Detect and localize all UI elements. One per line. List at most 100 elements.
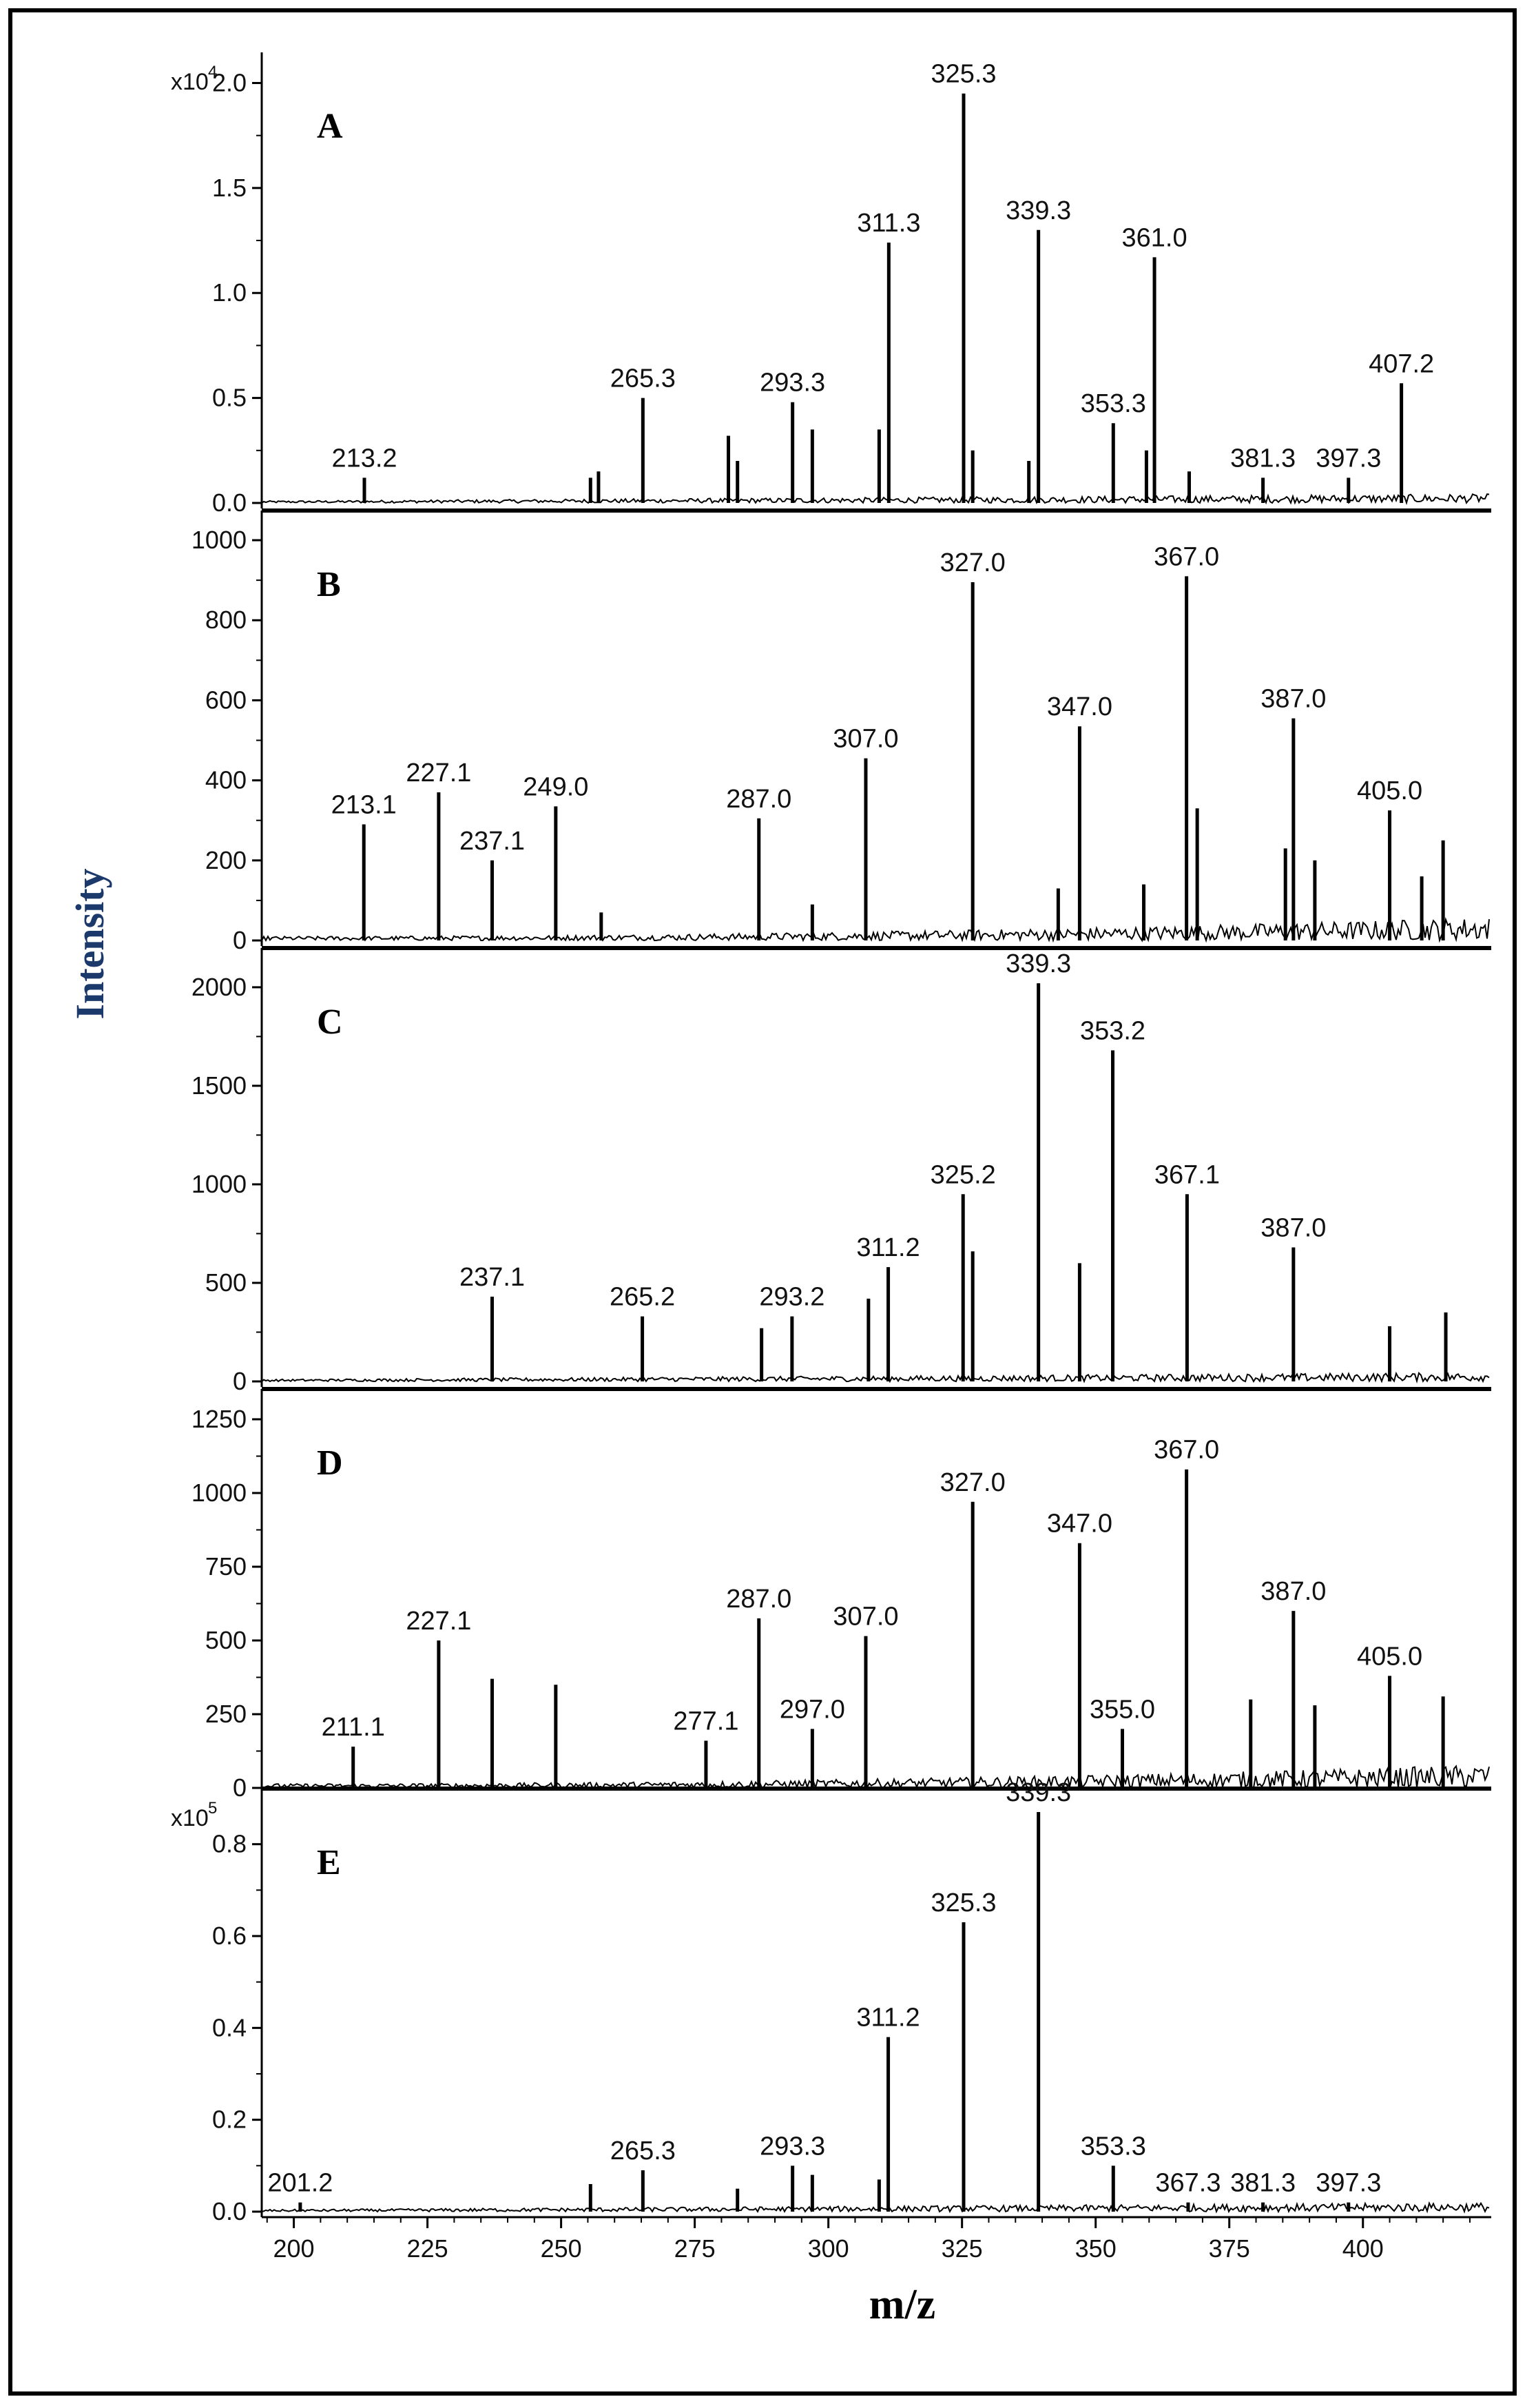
y-tick-label: 0.8 (212, 1830, 247, 1858)
peak-label: 249.0 (523, 772, 588, 801)
peak-label: 339.3 (1006, 1778, 1071, 1807)
axis-labels: Intensity m/z (68, 868, 935, 2328)
peak-label: 325.2 (931, 1160, 996, 1189)
peak-label: 387.0 (1260, 685, 1326, 714)
peak-label: 311.2 (856, 1233, 920, 1262)
x-tick-label: 400 (1342, 2234, 1384, 2263)
peak-label: 325.3 (931, 1889, 996, 1917)
peak-label: 353.2 (1080, 1016, 1145, 1045)
y-tick-label: 750 (205, 1552, 247, 1581)
peak-label: 311.2 (856, 2004, 920, 2033)
y-tick-label: 1500 (191, 1071, 247, 1100)
peak-label: 211.1 (322, 1713, 385, 1742)
peak-label: 367.0 (1154, 542, 1219, 571)
y-multiplier-exponent: 4 (208, 63, 217, 81)
peak-label: 307.0 (833, 725, 898, 754)
peak-label: 307.0 (833, 1603, 898, 1632)
y-tick-label: 0 (233, 1367, 247, 1395)
y-tick-label: 0 (233, 926, 247, 954)
x-tick-label: 200 (273, 2234, 315, 2263)
x-tick-label: 300 (808, 2234, 849, 2263)
y-tick-label: 0.0 (212, 2197, 247, 2225)
peak-label: 293.3 (760, 2132, 825, 2161)
y-multiplier: x10 (171, 1805, 209, 1831)
peak-label: 355.0 (1090, 1695, 1155, 1724)
y-tick-label: 0.5 (212, 384, 247, 412)
peak-label: 237.1 (459, 1263, 525, 1292)
panel-letter: E (317, 1843, 341, 1882)
peak-label: 347.0 (1047, 1510, 1112, 1539)
x-tick-label: 350 (1075, 2234, 1117, 2263)
spectrum-baseline (261, 2201, 1490, 2214)
panel-b: 0 200 400 600 800 1000 B 213.1 227.1 237.1 249.0 28… (191, 508, 1491, 954)
peak-label: 381.3 (1230, 444, 1296, 473)
panel-letter: B (317, 565, 341, 604)
peak-label: 265.3 (610, 2137, 676, 2165)
peak-label: 293.3 (760, 369, 825, 398)
peak-label: 367.0 (1154, 1436, 1219, 1465)
figure-frame (8, 8, 1517, 2396)
peak-label: 397.3 (1316, 2169, 1381, 2198)
peak-label: 287.0 (726, 1585, 791, 1614)
peak-label: 201.2 (267, 2169, 333, 2198)
peak-label: 287.0 (726, 785, 791, 814)
y-tick-label: 2000 (191, 973, 247, 1001)
x-tick-label: 275 (674, 2234, 716, 2263)
y-tick-label: 800 (205, 606, 247, 634)
y-tick-label: 400 (205, 766, 247, 794)
panel-letter: D (317, 1443, 343, 1483)
peak-label: 327.0 (940, 548, 1006, 577)
y-tick-label: 0.2 (212, 2106, 247, 2134)
y-tick-label: 500 (205, 1268, 247, 1297)
peak-label: 353.3 (1081, 389, 1146, 418)
peak-label: 325.3 (931, 60, 996, 89)
y-tick-label: 0.6 (212, 1922, 247, 1950)
x-tick-label: 250 (541, 2234, 582, 2263)
x-tick-label: 375 (1209, 2234, 1250, 2263)
panel-c: 0 500 1000 1500 2000 C 237.1 265.2 293.2 311.2 325… (191, 946, 1491, 1395)
y-axis-label: Intensity (68, 868, 112, 1019)
peak-label: 339.3 (1006, 949, 1071, 978)
peak-label: 339.3 (1006, 196, 1071, 225)
y-tick-label: 1000 (191, 1479, 247, 1507)
peak-label: 311.3 (857, 209, 920, 238)
x-axis-ticks: 200 225 250 275 300 325 350 375 400 (262, 2216, 1491, 2263)
spectrum-baseline (261, 493, 1490, 506)
panel-d: 0 250 500 750 1000 1250 D 211.1 227.1 277.1 287.0 2… (191, 1387, 1491, 1802)
y-tick-label: 200 (205, 846, 247, 874)
y-tick-label: 1.0 (212, 278, 247, 307)
y-tick-label: 0 (233, 1773, 247, 1802)
peak-label: 213.2 (331, 444, 397, 473)
peak-label: 387.0 (1260, 1213, 1326, 1242)
panel-letter: C (317, 1002, 343, 1042)
peak-label: 293.2 (759, 1283, 824, 1312)
panel-letter: A (317, 107, 343, 146)
peak-label: 297.0 (780, 1695, 845, 1724)
x-tick-label: 325 (942, 2234, 983, 2263)
y-multiplier-exponent: 5 (208, 1799, 217, 1818)
spectrum-baseline (261, 1371, 1490, 1384)
peak-label: 265.3 (610, 364, 676, 393)
peak-label: 407.2 (1369, 349, 1434, 378)
peak-label: 381.3 (1230, 2169, 1296, 2198)
x-axis-label: m/z (869, 2281, 935, 2328)
y-tick-label: 0.4 (212, 2013, 247, 2041)
peak-label: 265.2 (610, 1283, 675, 1312)
spectrum-baseline (261, 1764, 1490, 1791)
spectrum-baseline (261, 917, 1490, 943)
y-tick-label: 500 (205, 1626, 247, 1654)
peak-label: 405.0 (1357, 776, 1422, 805)
y-tick-label: 1000 (191, 1170, 247, 1198)
peak-label: 353.3 (1081, 2132, 1146, 2161)
y-tick-label: 1250 (191, 1405, 247, 1433)
peak-label: 361.0 (1122, 223, 1187, 252)
peak-label: 227.1 (406, 759, 471, 788)
y-multiplier: x10 (171, 69, 209, 95)
peak-label: 327.0 (940, 1468, 1006, 1497)
peak-label: 347.0 (1047, 692, 1112, 721)
y-tick-label: 1000 (191, 526, 247, 554)
